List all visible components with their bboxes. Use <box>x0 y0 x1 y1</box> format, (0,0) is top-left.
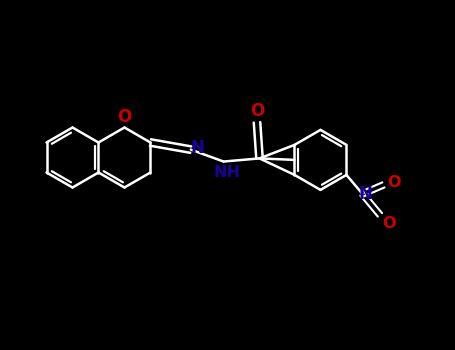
Text: N: N <box>191 139 205 157</box>
Text: N: N <box>358 185 372 203</box>
Text: NH: NH <box>213 165 240 180</box>
Text: O: O <box>117 107 131 126</box>
Text: O: O <box>382 216 396 231</box>
Text: O: O <box>250 103 264 120</box>
Text: O: O <box>388 175 401 190</box>
